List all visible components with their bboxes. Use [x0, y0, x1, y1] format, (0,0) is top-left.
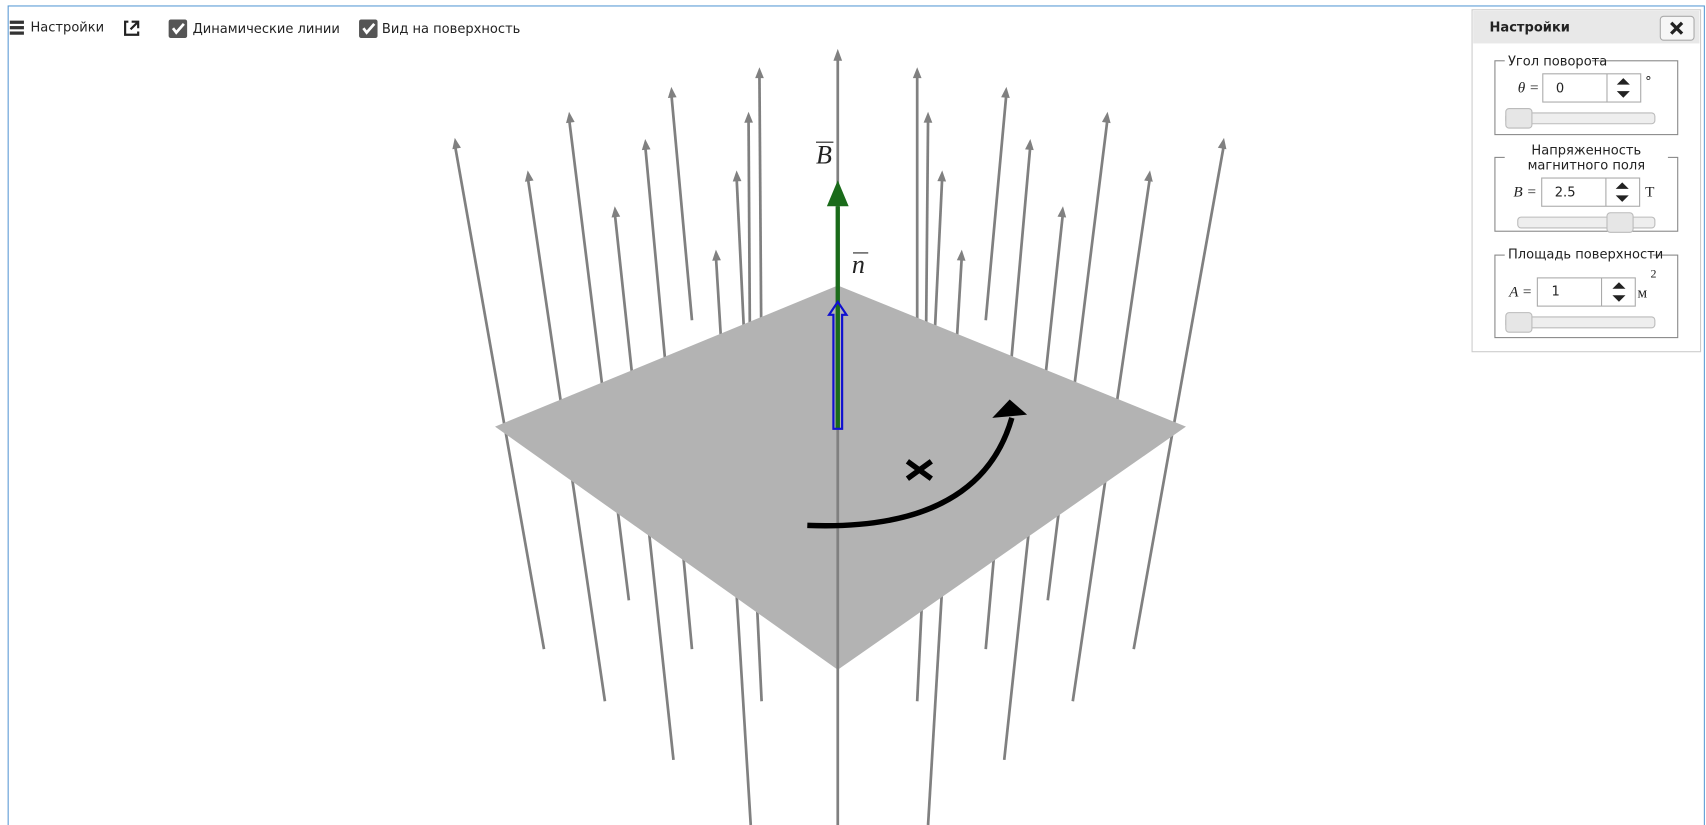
legend: Напряженность [1531, 143, 1641, 158]
angle-input[interactable] [1542, 73, 1642, 103]
field-arrowhead [923, 111, 933, 123]
arc-head [992, 399, 1028, 418]
settings-button[interactable]: Настройки [30, 21, 104, 36]
input-value: 0 [1556, 82, 1564, 97]
checkbox-label[interactable]: Динамические линии [193, 22, 340, 37]
field-arrowhead [712, 249, 721, 261]
symbol: θ = [1518, 80, 1540, 97]
field-line [669, 93, 694, 321]
close-icon [1670, 21, 1684, 35]
field-line [984, 93, 1008, 321]
b-label: B [816, 140, 832, 169]
field-arrowhead [1217, 137, 1227, 150]
settings-panel: Настройки Угол поворота θ = 0 ° Напряжен… [1471, 9, 1702, 353]
popout-icon[interactable] [124, 20, 140, 36]
field-arrowhead [524, 170, 534, 182]
legend-bg [1504, 54, 1592, 68]
slider-handle[interactable] [1505, 108, 1533, 129]
unit: ° [1645, 75, 1652, 90]
spinner[interactable] [1615, 182, 1629, 202]
legend: Площадь поверхности [1508, 248, 1663, 263]
n-vector [827, 299, 849, 430]
field-arrowhead [566, 111, 575, 124]
slider-handle[interactable] [1606, 212, 1634, 233]
rotation-axis [905, 459, 933, 481]
b-head [826, 180, 849, 207]
legend-bg [1504, 247, 1653, 261]
field-arrowhead [755, 67, 764, 79]
field-line [453, 144, 546, 650]
field-arrowhead [1144, 170, 1153, 182]
field-arrowhead [1001, 86, 1010, 99]
unit: м [1637, 285, 1647, 302]
field-arrowhead [667, 86, 677, 99]
unit-exponent: 2 [1651, 266, 1657, 280]
n-label: n [852, 250, 865, 279]
check [171, 22, 185, 35]
legend: Угол поворота [1508, 54, 1607, 69]
field-arrowhead [833, 48, 843, 61]
field-arrowhead [937, 170, 947, 182]
toolbar: Настройки Динамические линии Вид на пове… [9, 19, 520, 38]
checkbox-label[interactable]: Вид на поверхность [382, 22, 520, 37]
spinner[interactable] [1616, 78, 1630, 98]
field-arrowhead [732, 170, 742, 182]
rotation-arc [807, 417, 1015, 529]
surface [495, 285, 1186, 670]
spinner[interactable] [1612, 282, 1626, 302]
legend: магнитного поля [1528, 159, 1645, 174]
field-arrowhead [1057, 206, 1067, 218]
field-arrowhead [744, 111, 753, 123]
unit: T [1645, 184, 1655, 201]
legend-bg [1504, 143, 1668, 172]
slider-track[interactable] [1517, 216, 1656, 229]
slider-handle[interactable] [1505, 312, 1533, 333]
field-arrowhead [956, 249, 966, 261]
input-value: 2.5 [1555, 186, 1576, 201]
symbol: B = [1513, 184, 1536, 201]
field-line [1132, 144, 1226, 650]
field-arrowhead [452, 137, 461, 150]
symbol: A = [1508, 284, 1532, 301]
settings-icon[interactable] [9, 20, 24, 35]
panel-title: Настройки [1489, 21, 1569, 36]
input-value: 1 [1552, 285, 1560, 300]
field-arrowhead [1025, 138, 1034, 151]
field-line [567, 118, 631, 601]
field-line [1046, 118, 1109, 601]
field-arrowhead [912, 67, 922, 79]
field-arrowhead [641, 138, 651, 151]
check [362, 22, 376, 35]
field-input[interactable] [1541, 177, 1641, 207]
field-arrowhead [611, 206, 621, 218]
field-arrowhead [1101, 111, 1111, 124]
